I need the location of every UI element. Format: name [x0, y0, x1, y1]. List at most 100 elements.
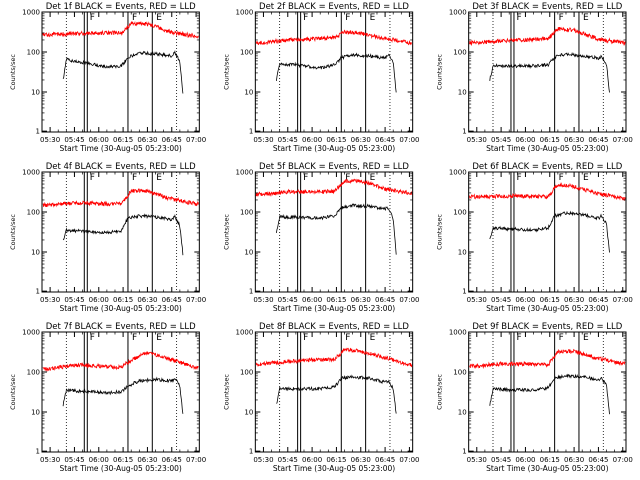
x-tick-label: 05:45 [491, 296, 511, 304]
marker-label: F [90, 13, 95, 23]
marker-label: F [516, 173, 521, 183]
x-tick-label: 06:30 [137, 136, 157, 144]
x-axis-label: Start Time (30-Aug-05 05:23:00) [486, 464, 608, 473]
x-tick-label: 07:00 [399, 456, 419, 464]
x-tick-label: 05:30 [467, 456, 487, 464]
marker-label: E [370, 333, 376, 343]
panel-title: Det 1f BLACK = Events, RED = LLD [46, 2, 196, 12]
plot-frame [468, 171, 627, 293]
y-tick-label: 1000 [22, 169, 40, 177]
x-tick-label: 06:00 [302, 456, 322, 464]
y-tick-label: 1000 [449, 169, 467, 177]
x-axis-label: Start Time (30-Aug-05 05:23:00) [59, 144, 181, 153]
y-axis-label: Counts/sec [436, 374, 444, 410]
panel-title: Det 2f BLACK = Events, RED = LLD [259, 2, 409, 12]
x-tick-label: 06:00 [302, 136, 322, 144]
x-axis-label: Start Time (30-Aug-05 05:23:00) [486, 144, 608, 153]
marker-label: F [559, 333, 564, 343]
x-tick-label: 05:45 [491, 136, 511, 144]
y-tick-label: 10 [458, 249, 467, 257]
series-lld [469, 348, 626, 370]
marker-label: E [156, 13, 162, 23]
y-axis-label: Counts/sec [222, 214, 230, 250]
x-tick-label: 06:30 [564, 136, 584, 144]
y-axis-label: Counts/sec [436, 214, 444, 250]
marker-label: F [90, 173, 95, 183]
marker-label: F [345, 173, 350, 183]
series-lld [469, 26, 626, 47]
x-axis-label: Start Time (30-Aug-05 05:23:00) [486, 304, 608, 313]
x-tick-label: 05:45 [278, 136, 298, 144]
x-tick-label: 06:30 [564, 296, 584, 304]
marker-label: F [345, 333, 350, 343]
marker-label: E [370, 173, 376, 183]
marker-label: E [156, 333, 162, 343]
plot-frame [468, 331, 627, 453]
series-events [62, 213, 184, 256]
x-tick-label: 05:30 [253, 136, 273, 144]
marker-label: F [132, 13, 137, 23]
panel-title: Det 7f BLACK = Events, RED = LLD [46, 322, 196, 332]
panel-title: Det 9f BLACK = Events, RED = LLD [472, 322, 622, 332]
marker-label: E [583, 173, 589, 183]
panel-title: Det 4f BLACK = Events, RED = LLD [46, 162, 196, 172]
y-axis-label: Counts/sec [9, 214, 17, 250]
marker-label: F [132, 173, 137, 183]
x-axis-label: Start Time (30-Aug-05 05:23:00) [273, 144, 395, 153]
y-tick-label: 10 [458, 409, 467, 417]
x-tick-label: 06:15 [326, 456, 346, 464]
marker-label: E [370, 13, 376, 23]
series-events [62, 49, 184, 94]
marker-label: E [583, 13, 589, 23]
x-tick-label: 06:00 [89, 456, 109, 464]
marker-label: F [516, 333, 521, 343]
x-tick-label: 06:30 [137, 456, 157, 464]
plot-frame [254, 11, 414, 133]
x-tick-label: 06:00 [515, 136, 535, 144]
y-axis-label: Counts/sec [222, 54, 230, 90]
series-lld [42, 188, 199, 208]
panel-title: Det 6f BLACK = Events, RED = LLD [472, 162, 622, 172]
x-tick-label: 06:15 [113, 296, 133, 304]
x-tick-label: 07:00 [186, 456, 206, 464]
y-tick-label: 1000 [449, 329, 467, 337]
series-lld [255, 29, 413, 46]
plot-frame [41, 171, 200, 293]
y-tick-label: 1 [36, 288, 40, 296]
plot-frame [41, 331, 200, 453]
x-tick-label: 07:00 [613, 296, 633, 304]
panel-title: Det 8f BLACK = Events, RED = LLD [259, 322, 409, 332]
x-tick-label: 05:30 [40, 456, 60, 464]
plot-frame [254, 331, 414, 453]
y-tick-label: 1 [249, 128, 253, 136]
x-tick-label: 06:00 [89, 136, 109, 144]
x-tick-label: 06:45 [375, 456, 395, 464]
x-tick-label: 06:30 [137, 296, 157, 304]
x-tick-label: 05:30 [467, 296, 487, 304]
plot-frame [41, 11, 200, 133]
y-tick-label: 1 [462, 288, 466, 296]
x-tick-label: 06:15 [540, 136, 560, 144]
plot-frame [254, 171, 414, 293]
x-tick-label: 05:45 [491, 456, 511, 464]
x-tick-label: 07:00 [613, 456, 633, 464]
y-tick-label: 10 [458, 89, 467, 97]
x-tick-label: 06:45 [162, 456, 182, 464]
y-tick-label: 1000 [22, 9, 40, 17]
y-tick-label: 100 [27, 369, 40, 377]
x-axis-label: Start Time (30-Aug-05 05:23:00) [273, 304, 395, 313]
series-events [489, 52, 610, 93]
y-tick-label: 10 [244, 89, 253, 97]
marker-label: F [516, 13, 521, 23]
panel-title: Det 5f BLACK = Events, RED = LLD [259, 162, 409, 172]
x-tick-label: 06:30 [351, 136, 371, 144]
x-tick-label: 05:30 [253, 456, 273, 464]
y-tick-label: 100 [27, 49, 40, 57]
y-tick-label: 1 [462, 448, 466, 456]
x-tick-label: 07:00 [186, 136, 206, 144]
